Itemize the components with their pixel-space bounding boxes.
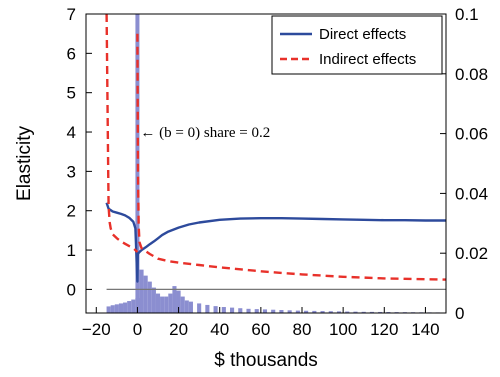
histogram-bar xyxy=(378,311,383,313)
legend: Direct effects Indirect effects xyxy=(271,15,443,75)
plot-frame xyxy=(85,13,447,314)
y-left-tick-label: 3 xyxy=(67,162,76,181)
x-tick-label: 0 xyxy=(133,320,142,339)
histogram-bar xyxy=(304,310,309,313)
histogram-bar xyxy=(176,290,181,313)
y-right-tick-label: 0.08 xyxy=(455,65,488,84)
histogram-bar xyxy=(127,301,132,313)
histogram-bar xyxy=(328,311,333,313)
histogram-bar xyxy=(164,296,169,313)
x-tick-label: 80 xyxy=(293,320,312,339)
histogram-bar xyxy=(279,310,284,313)
legend-box xyxy=(271,15,443,75)
histogram-bar xyxy=(262,309,268,313)
histogram-bar xyxy=(336,311,342,313)
series-lines xyxy=(105,13,447,283)
x-tick-label: 40 xyxy=(210,320,229,339)
histogram-bar xyxy=(180,296,185,313)
series-direct-effects-line xyxy=(105,202,446,283)
histogram-bar xyxy=(369,311,374,313)
y-right-tick-label: 0.02 xyxy=(455,244,488,263)
y-left-tick-label: 6 xyxy=(67,44,76,63)
y-left-tick-label: 2 xyxy=(67,202,76,221)
series-indirect-effects-line-0 xyxy=(105,13,139,253)
histogram-bar xyxy=(287,310,292,313)
histogram-bar xyxy=(155,293,161,313)
y-left-tick-label: 7 xyxy=(67,5,76,24)
histogram-bar xyxy=(205,304,210,313)
histogram-bar xyxy=(131,299,136,313)
y-axis-title: Elasticity xyxy=(14,126,35,201)
histogram-bar xyxy=(271,309,276,313)
histogram-bar xyxy=(230,307,235,313)
y-right-tick-label: 0 xyxy=(455,304,464,323)
x-tick-label: −20 xyxy=(82,320,111,339)
histogram-bar xyxy=(147,281,152,313)
histogram-bar xyxy=(254,309,259,313)
histogram xyxy=(106,14,440,313)
histogram-bar xyxy=(221,307,226,313)
histogram-bar xyxy=(114,304,119,313)
histogram-spike-bar xyxy=(135,14,140,313)
histogram-bar xyxy=(110,305,115,313)
histogram-bar xyxy=(320,311,325,313)
x-tick-label: 100 xyxy=(329,320,357,339)
histogram-bar xyxy=(345,311,350,313)
histogram-bar xyxy=(143,275,148,313)
histogram-bar xyxy=(238,308,243,313)
histogram-bar xyxy=(246,308,251,313)
histogram-bar xyxy=(188,301,193,313)
histogram-bar xyxy=(361,311,366,313)
histogram-bar xyxy=(106,306,111,313)
histogram-bar xyxy=(295,310,300,313)
histogram-bar xyxy=(123,302,128,313)
x-tick-label: 60 xyxy=(251,320,270,339)
histogram-bar xyxy=(213,306,218,313)
y-right-tick-label: 0.1 xyxy=(455,5,479,24)
y-right-tick-label: 0.04 xyxy=(455,184,488,203)
y-left-tick-label: 4 xyxy=(67,123,76,142)
x-tick-label: 20 xyxy=(169,320,188,339)
y-left-tick-label: 5 xyxy=(67,84,76,103)
histogram-bar xyxy=(312,310,317,313)
legend-label-indirect: Indirect effects xyxy=(319,51,416,68)
histogram-bar xyxy=(353,311,358,313)
histogram-bar xyxy=(151,287,156,313)
histogram-bar xyxy=(197,303,202,313)
histogram-bar xyxy=(168,293,173,313)
legend-label-direct: Direct effects xyxy=(319,26,406,43)
histogram-bar xyxy=(118,303,124,313)
histogram-bar xyxy=(139,269,144,313)
y-right-tick-label: 0.06 xyxy=(455,125,488,144)
axis-ticks: −20 0 20 40 60 80 100 120 140 0 1 2 3 4 5 6 7 0 0.02 0.04 0.… xyxy=(67,5,489,339)
histogram-bar xyxy=(172,286,177,313)
share-annotation: ← (b = 0) share = 0.2 xyxy=(140,125,270,141)
histogram-bar xyxy=(160,296,165,313)
x-axis-title: $ thousands xyxy=(214,350,318,371)
x-tick-label: 120 xyxy=(370,320,398,339)
x-tick-label: 140 xyxy=(411,320,439,339)
y-left-tick-label: 1 xyxy=(67,241,76,260)
y-left-tick-label: 0 xyxy=(67,280,76,299)
series-indirect-effects-line-1 xyxy=(136,33,447,281)
histogram-bar xyxy=(184,300,189,313)
